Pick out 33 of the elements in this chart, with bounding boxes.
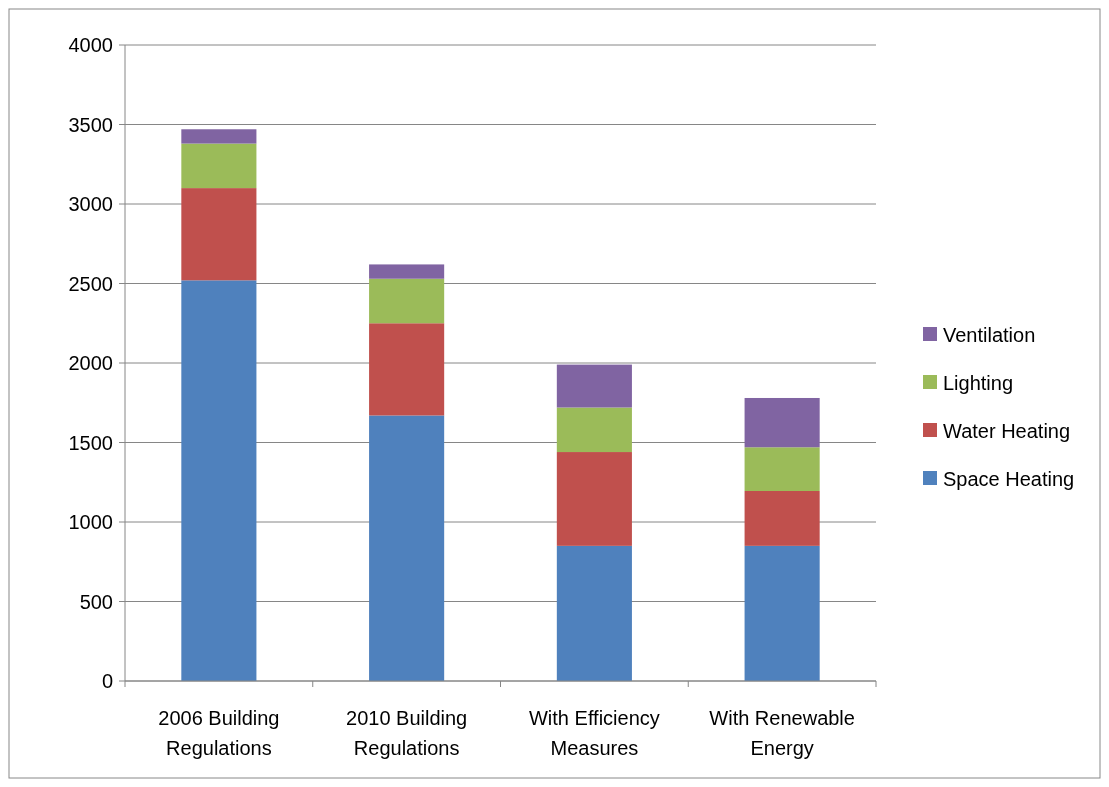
bar (181, 280, 257, 681)
bar (556, 545, 632, 681)
bar (744, 545, 820, 681)
x-tick-label: With Renewable Energy (709, 707, 855, 759)
bar (744, 447, 820, 491)
bar (369, 264, 445, 279)
y-tick-label: 2000 (68, 352, 113, 374)
bar (369, 415, 445, 681)
legend-label: Space Heating (943, 468, 1075, 490)
bar (181, 143, 257, 189)
bar (556, 364, 632, 408)
y-tick-label: 2500 (68, 272, 113, 295)
y-tick-label: 4000 (68, 34, 113, 56)
bar (181, 129, 257, 144)
y-tick-label: 1000 (68, 511, 113, 533)
y-tick-label: 1500 (68, 431, 113, 454)
bar (744, 491, 820, 546)
legend-label: Water Heating (943, 420, 1071, 442)
x-tick-label: 2010 Building Regulations (346, 707, 468, 759)
bar (556, 407, 632, 453)
y-tick-label: 3500 (68, 113, 113, 136)
y-tick-label: 3000 (68, 193, 113, 215)
x-tick-label: With Efficiency Measures (528, 707, 660, 759)
bar (181, 188, 257, 281)
bar (369, 323, 445, 416)
bar (369, 278, 445, 324)
y-tick-label: 500 (79, 590, 113, 613)
legend-label: Lighting (943, 372, 1014, 394)
bar (744, 397, 820, 448)
y-tick-label: 0 (101, 670, 113, 692)
legend-label: Ventilation (943, 324, 1036, 346)
bar (556, 452, 632, 546)
x-tick-label: 2006 Building Regulations (158, 707, 280, 759)
